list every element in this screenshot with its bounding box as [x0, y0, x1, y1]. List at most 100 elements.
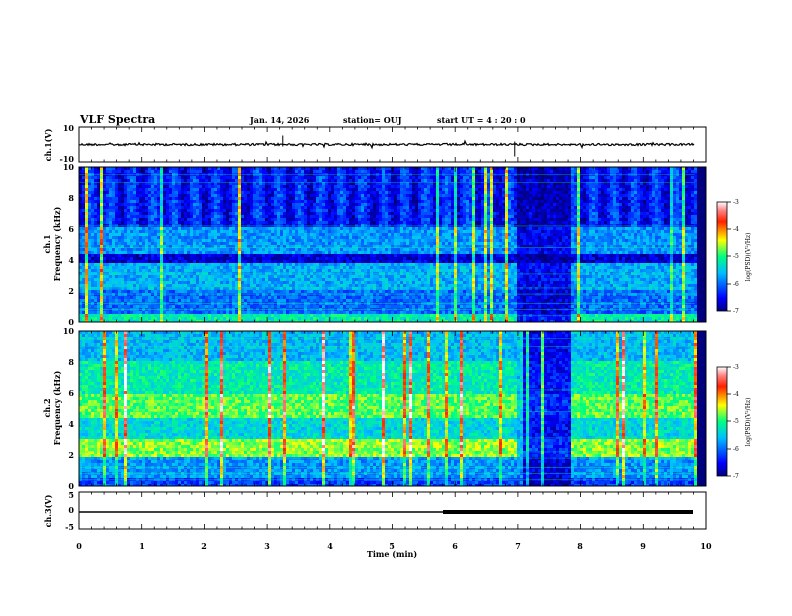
- spectrogram-cell: [283, 272, 286, 275]
- spectrogram-cell: [298, 212, 301, 215]
- spectrogram-cell: [112, 269, 115, 272]
- spectrogram-cell: [145, 203, 148, 206]
- spectrogram-cell: [268, 194, 271, 197]
- spectrogram-cell: [292, 221, 295, 224]
- spectrogram-cell: [238, 227, 241, 230]
- spectrogram-cell: [169, 281, 172, 284]
- spectrogram-cell: [208, 218, 211, 221]
- spectrogram-cell: [91, 221, 94, 224]
- spectrogram-cell: [271, 290, 274, 293]
- spectrogram-cell: [301, 305, 304, 308]
- spectrogram-cell: [283, 251, 286, 254]
- spectrogram-cell: [322, 305, 325, 308]
- spectrogram-cell: [148, 305, 151, 308]
- spectrogram-cell: [274, 248, 277, 251]
- spectrogram-cell: [280, 197, 283, 200]
- spectrogram-cell: [331, 278, 334, 281]
- spectrogram-cell: [193, 170, 196, 173]
- spectrogram-cell: [274, 188, 277, 191]
- spectrogram-cell: [256, 263, 259, 266]
- spectrogram-cell: [133, 200, 136, 203]
- spectrogram-cell: [196, 248, 199, 251]
- spectrogram-cell: [109, 290, 112, 293]
- spectrogram-cell: [202, 239, 205, 242]
- spectrogram-cell: [106, 194, 109, 197]
- spectrogram-cell: [142, 293, 145, 296]
- spectrogram-cell: [193, 293, 196, 296]
- spectrogram-cell: [334, 266, 337, 269]
- spectrogram-cell: [214, 179, 217, 182]
- spectrogram-cell: [214, 212, 217, 215]
- spectrogram-cell: [226, 239, 229, 242]
- spectrogram-cell: [88, 269, 91, 272]
- spectrogram-cell: [235, 179, 238, 182]
- spectrogram-cell: [181, 227, 184, 230]
- spectrogram-cell: [301, 248, 304, 251]
- spectrogram-cell: [166, 269, 169, 272]
- spectrogram-cell: [271, 305, 274, 308]
- spectrogram-cell: [352, 272, 355, 275]
- spectrogram-cell: [187, 197, 190, 200]
- spectrogram-cell: [355, 260, 358, 263]
- spectrogram-cell: [256, 215, 259, 218]
- spectrogram-cell: [100, 170, 103, 173]
- spectrogram-cell: [250, 263, 253, 266]
- spectrogram-cell: [298, 266, 301, 269]
- spectrogram-cell: [130, 296, 133, 299]
- spectrogram-cell: [154, 290, 157, 293]
- spectrogram-cell: [337, 239, 340, 242]
- spectrogram-cell: [205, 311, 208, 314]
- spectrogram-cell: [196, 200, 199, 203]
- spectrogram-cell: [229, 179, 232, 182]
- spectrogram-cell: [271, 203, 274, 206]
- spectrogram-cell: [205, 257, 208, 260]
- spectrogram-cell: [304, 230, 307, 233]
- spectrogram-cell: [241, 317, 244, 320]
- spectrogram-cell: [154, 215, 157, 218]
- spectrogram-cell: [271, 272, 274, 275]
- spectrogram-cell: [85, 248, 88, 251]
- ch1-ylabel: ch.1(V): [43, 128, 53, 161]
- spectrogram-cell: [220, 254, 223, 257]
- spectrogram-cell: [265, 191, 268, 194]
- spectrogram-cell: [196, 266, 199, 269]
- spectrogram-cell: [256, 299, 259, 302]
- spectrogram-cell: [91, 206, 94, 209]
- spectrogram-cell: [178, 275, 181, 278]
- spectrogram-cell: [292, 296, 295, 299]
- spectrogram-cell: [136, 311, 139, 314]
- spectrogram-cell: [82, 287, 85, 290]
- spectrogram-cell: [256, 233, 259, 236]
- spectrogram-cell: [328, 269, 331, 272]
- spectrogram-cell: [136, 260, 139, 263]
- spectrogram-cell: [181, 293, 184, 296]
- spectrogram-cell: [130, 218, 133, 221]
- spectrogram-cell: [307, 290, 310, 293]
- spectrogram-cell: [169, 224, 172, 227]
- spectrogram-cell: [157, 224, 160, 227]
- spectrogram-cell: [202, 311, 205, 314]
- spectrogram-cell: [289, 179, 292, 182]
- spectrogram-cell: [190, 224, 193, 227]
- spectrogram-cell: [241, 230, 244, 233]
- spectrogram-cell: [310, 278, 313, 281]
- spectrogram-cell: [349, 176, 352, 179]
- spectrogram-cell: [334, 221, 337, 224]
- spectrogram-cell: [115, 281, 118, 284]
- spectrogram-cell: [316, 185, 319, 188]
- spectrogram-cell: [124, 197, 127, 200]
- spectrogram-cell: [139, 176, 142, 179]
- spectrogram-cell: [214, 254, 217, 257]
- spectrogram-cell: [202, 278, 205, 281]
- spectrogram-cell: [241, 239, 244, 242]
- spectrogram-cell: [181, 200, 184, 203]
- spectrogram-cell: [85, 254, 88, 257]
- spectrogram-cell: [166, 197, 169, 200]
- spectrogram-cell: [316, 260, 319, 263]
- spectrogram-cell: [238, 218, 241, 221]
- spectrogram-cell: [280, 248, 283, 251]
- spectrogram-cell: [187, 230, 190, 233]
- spectrogram-cell: [136, 317, 139, 320]
- spectrogram-cell: [310, 176, 313, 179]
- spectrogram-cell: [214, 227, 217, 230]
